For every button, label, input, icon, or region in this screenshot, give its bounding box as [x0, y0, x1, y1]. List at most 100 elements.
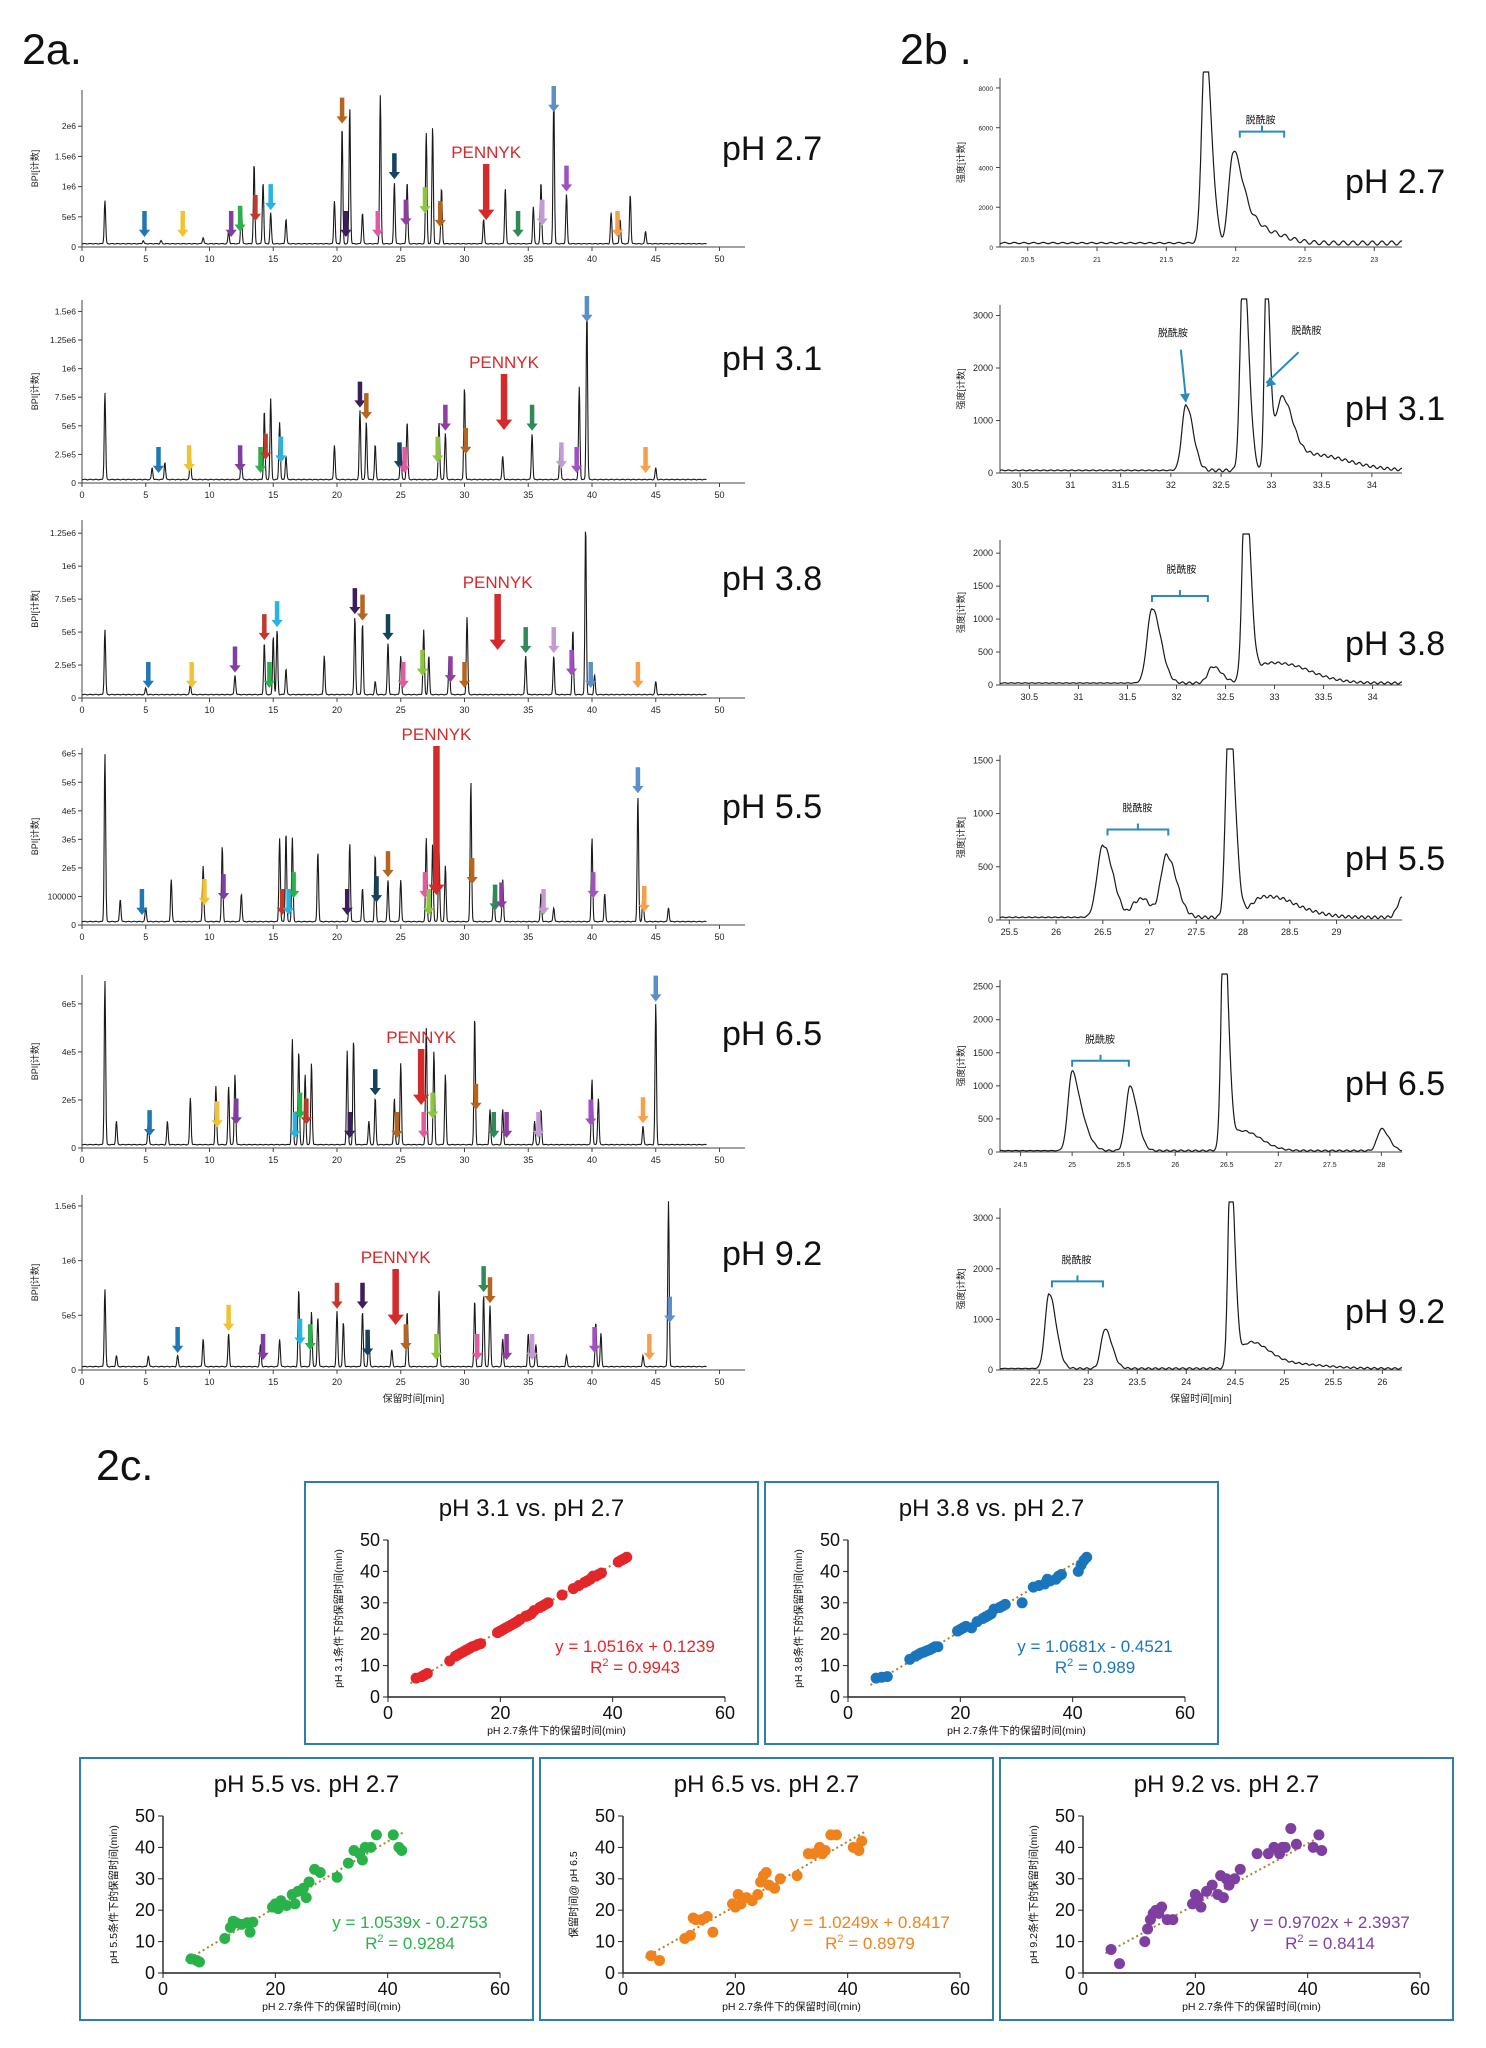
scatter-point	[300, 1892, 312, 1904]
x-tick-label: 0	[79, 490, 84, 500]
peak-arrow	[275, 436, 287, 463]
x-tick-label: 0	[383, 1703, 393, 1723]
y-tick-label: 40	[595, 1837, 615, 1857]
regression-chart-0: pH 3.1 vs. pH 2.7 0 10 20 30 40 50 0 20 40 60 pH 2.…	[304, 1481, 759, 1745]
pennyk-arrow	[387, 1269, 404, 1325]
peak-arrow	[391, 1112, 403, 1138]
peak-arrow	[300, 1098, 313, 1125]
y-axis-label: 强度[计数]	[955, 142, 966, 183]
peak-arrow	[259, 433, 272, 460]
x-tick-label: 30.5	[1011, 480, 1029, 490]
y-tick-label: 7.5e5	[55, 392, 77, 402]
peak-arrow	[349, 588, 361, 615]
peak-arrow	[560, 165, 573, 192]
peak-arrow	[336, 97, 348, 124]
x-tick-label: 40	[587, 1155, 597, 1165]
peak-arrow	[257, 1334, 269, 1360]
x-tick-label: 5	[143, 1155, 148, 1165]
y-tick-label: 10	[1055, 1932, 1075, 1952]
y-axis-label: BPI[计数]	[29, 818, 40, 856]
x-tick-label: 33	[1266, 480, 1276, 490]
scatter-point	[1139, 1936, 1151, 1948]
x-tick-label: 33.5	[1313, 480, 1331, 490]
peak-arrow	[478, 1266, 490, 1293]
r-squared-exponent: 2	[377, 1933, 383, 1945]
peak-arrow	[565, 649, 578, 676]
scatter-point	[281, 1899, 293, 1911]
ph-label: pH 3.1	[722, 340, 822, 378]
scatter-point	[1217, 1892, 1229, 1904]
peak-arrow	[356, 1282, 369, 1309]
peak-arrow	[470, 1083, 482, 1110]
chromatogram-trace	[999, 533, 1403, 685]
y-tick-label: 40	[820, 1561, 840, 1581]
x-tick-label: 40	[1063, 1703, 1083, 1723]
peak-arrow	[418, 1112, 430, 1138]
x-tick-label: 26	[1051, 927, 1061, 937]
x-tick-label: 22.5	[1030, 1377, 1048, 1387]
y-tick-label: 0	[145, 1963, 155, 1983]
deamidation-chart-2b-4: 0 500 1000 1500 2000 2500 24.5 25 25.5 26 26.5 27 27…	[955, 973, 1445, 1169]
regression-equation: y = 1.0249x + 0.8417	[790, 1913, 950, 1932]
y-tick-label: 1500	[973, 1048, 993, 1058]
x-tick-label: 27	[1145, 927, 1155, 937]
peak-arrow	[372, 211, 384, 237]
scatter-point	[1114, 1958, 1126, 1970]
r-squared: R2 = 0.8414	[1285, 1933, 1375, 1953]
y-tick-label: 2.5e5	[55, 660, 77, 670]
y-axis-label: 强度[计数]	[955, 817, 966, 858]
r-squared-value: = 0.9284	[384, 1934, 455, 1953]
y-tick-label: 1.5e6	[55, 1201, 77, 1211]
scatter-point	[475, 1638, 487, 1650]
peak-arrow	[585, 662, 597, 688]
deamidation-label: 脱酰胺	[1292, 324, 1322, 337]
y-tick-label: 5e5	[62, 777, 76, 787]
x-tick-label: 0	[79, 254, 84, 264]
y-tick-label: 2000	[979, 205, 994, 212]
x-tick-label: 31.5	[1112, 480, 1130, 490]
peak-arrow	[432, 436, 444, 463]
regression-equation: y = 0.9702x + 2.3937	[1250, 1913, 1410, 1932]
y-tick-label: 2000	[973, 1015, 993, 1025]
scatter-point	[219, 1932, 231, 1944]
x-tick-label: 29	[1332, 927, 1342, 937]
x-tick-label: 34	[1367, 480, 1377, 490]
scatter-point	[244, 1926, 256, 1938]
scatter-point	[331, 1871, 343, 1883]
chromatogram-trace	[81, 1201, 707, 1368]
chart-title: pH 3.1 vs. pH 2.7	[439, 1495, 624, 1522]
y-tick-label: 1000	[973, 809, 993, 819]
x-tick-label: 24	[1181, 1377, 1191, 1387]
pennyk-label: PENNYK	[386, 1028, 457, 1047]
ph-label: pH 2.7	[1345, 163, 1445, 201]
peak-arrow	[289, 1112, 301, 1138]
x-tick-label: 27.5	[1188, 927, 1206, 937]
x-tick-label: 28	[1238, 927, 1248, 937]
r-squared-value: = 0.9943	[609, 1658, 680, 1677]
peak-arrow	[430, 1334, 443, 1360]
y-tick-label: 20	[360, 1624, 380, 1644]
scatter-point	[1313, 1829, 1325, 1841]
ph-label: pH 5.5	[1345, 840, 1445, 878]
peak-arrow	[186, 662, 198, 688]
y-tick-label: 3e5	[62, 834, 76, 844]
y-tick-label: 20	[135, 1900, 155, 1920]
y-tick-label: 4e5	[62, 806, 76, 816]
deamidation-chart-2b-3: 0 500 1000 1500 25.5 26 26.5 27 27.5 28 28.5 29 强度[计…	[955, 748, 1445, 937]
peak-arrow	[664, 1296, 676, 1323]
y-tick-label: 0	[988, 1147, 993, 1157]
peak-arrow	[532, 1112, 545, 1138]
y-axis-label: BPI[计数]	[29, 373, 40, 411]
y-tick-label: 2000	[973, 1264, 993, 1274]
x-tick-label: 15	[268, 932, 278, 942]
y-axis-label: BPI[计数]	[29, 1043, 40, 1081]
y-tick-label: 50	[820, 1530, 840, 1550]
regression-chart-1: pH 3.8 vs. pH 2.7 0 10 20 30 40 50 0 20 40 60 pH 2.…	[764, 1481, 1219, 1745]
deamidation-chart-2b-5: 0 1000 2000 3000 22.5 23 23.5 24 24.5 25 25.5 26 强度[…	[955, 1201, 1445, 1405]
y-tick-label: 6e5	[62, 999, 76, 1009]
trend-line	[184, 1830, 406, 1962]
peak-arrow	[397, 662, 409, 688]
scatter-point	[769, 1882, 781, 1894]
x-tick-label: 23	[1370, 257, 1378, 264]
scatter-point	[247, 1916, 259, 1928]
